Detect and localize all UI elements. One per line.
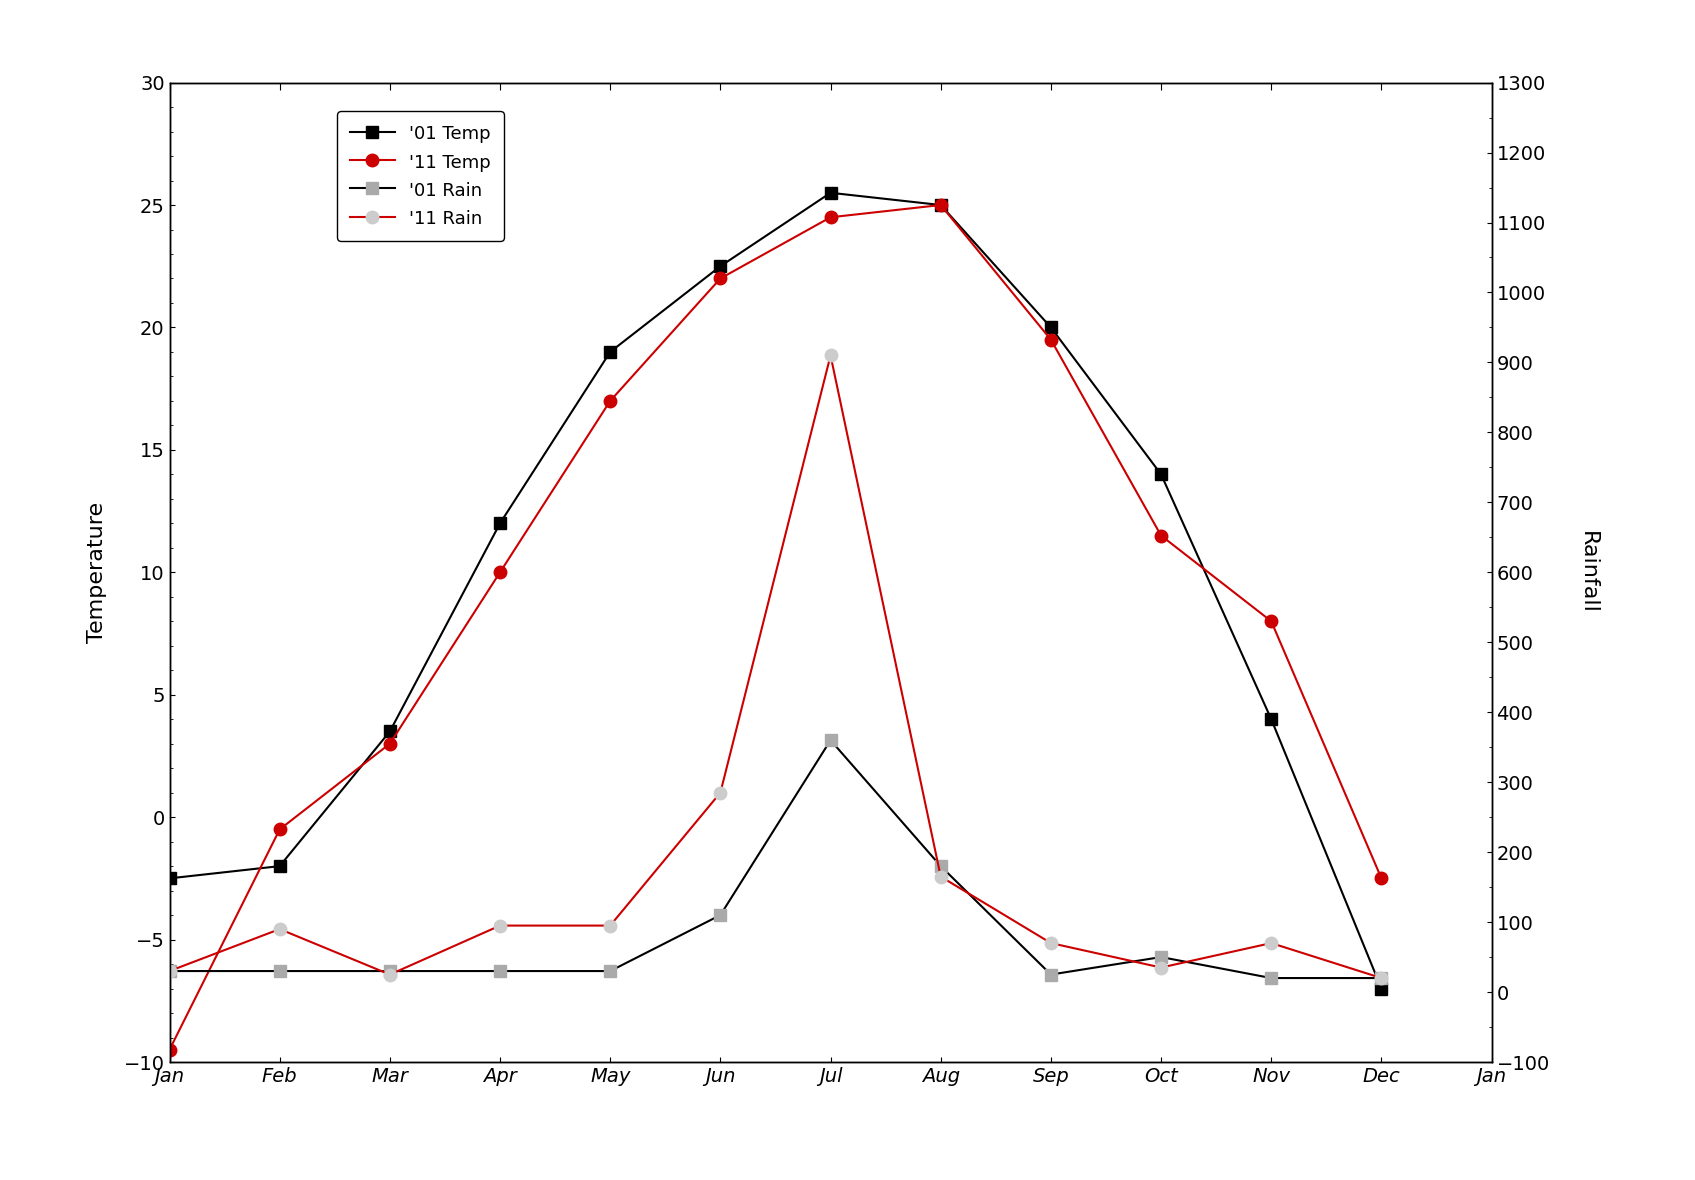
- '11 Rain: [270, 922, 290, 936]
- '11 Rain: [1151, 961, 1171, 975]
- '11 Rain: [159, 964, 180, 978]
- '01 Rain: [380, 964, 400, 978]
- '01 Rain: [1261, 971, 1281, 985]
- Legend: '01 Temp, '11 Temp, '01 Rain, '11 Rain: '01 Temp, '11 Temp, '01 Rain, '11 Rain: [337, 111, 503, 241]
- '11 Temp: [270, 822, 290, 837]
- Line: '01 Rain: '01 Rain: [164, 735, 1387, 984]
- '11 Rain: [490, 918, 510, 932]
- '11 Temp: [1041, 333, 1061, 347]
- '01 Temp: [1261, 712, 1281, 726]
- '01 Temp: [490, 517, 510, 531]
- '01 Rain: [600, 964, 620, 978]
- Line: '01 Temp: '01 Temp: [164, 188, 1387, 994]
- '11 Temp: [710, 271, 731, 286]
- '01 Temp: [820, 185, 841, 199]
- '01 Temp: [159, 871, 180, 885]
- '11 Rain: [820, 348, 841, 362]
- Y-axis label: Temperature: Temperature: [86, 502, 107, 643]
- '01 Temp: [1041, 320, 1061, 335]
- '01 Temp: [931, 198, 951, 212]
- '01 Rain: [931, 859, 951, 873]
- '01 Rain: [1151, 950, 1171, 964]
- '01 Temp: [380, 725, 400, 739]
- '11 Rain: [380, 968, 400, 982]
- Y-axis label: Rainfall: Rainfall: [1578, 531, 1597, 614]
- '01 Rain: [1041, 968, 1061, 982]
- '01 Temp: [1371, 982, 1392, 996]
- '11 Temp: [931, 198, 951, 212]
- '11 Temp: [490, 565, 510, 579]
- '01 Rain: [820, 733, 841, 747]
- '11 Rain: [931, 870, 951, 884]
- '11 Rain: [1041, 936, 1061, 950]
- '01 Rain: [270, 964, 290, 978]
- '11 Temp: [380, 736, 400, 750]
- '11 Temp: [1371, 871, 1392, 885]
- '11 Rain: [1261, 936, 1281, 950]
- '01 Temp: [600, 345, 620, 359]
- '01 Temp: [1151, 467, 1171, 481]
- '01 Rain: [490, 964, 510, 978]
- '11 Rain: [1371, 971, 1392, 985]
- '11 Temp: [600, 394, 620, 408]
- Line: '11 Temp: '11 Temp: [163, 198, 1388, 1056]
- '11 Temp: [1261, 614, 1281, 628]
- '01 Rain: [710, 909, 731, 923]
- '01 Temp: [710, 260, 731, 274]
- '11 Rain: [600, 918, 620, 932]
- Line: '11 Rain: '11 Rain: [163, 349, 1388, 984]
- '01 Temp: [270, 859, 290, 873]
- '11 Temp: [1151, 529, 1171, 543]
- '11 Temp: [820, 210, 841, 224]
- '11 Temp: [159, 1043, 180, 1057]
- '11 Rain: [710, 786, 731, 800]
- '01 Rain: [1371, 971, 1392, 985]
- '01 Rain: [159, 964, 180, 978]
